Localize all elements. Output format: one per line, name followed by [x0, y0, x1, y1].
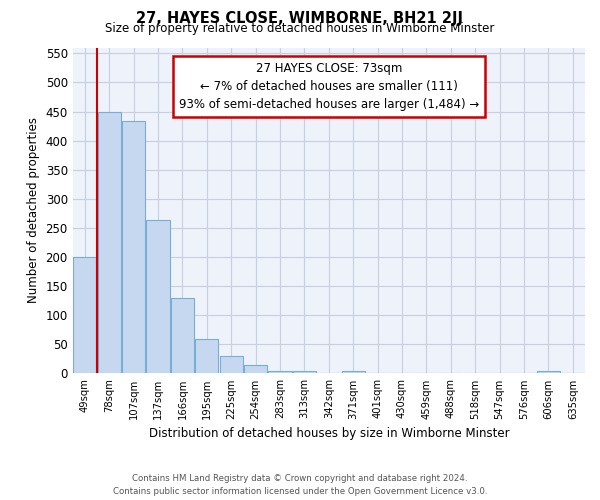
- Bar: [146, 220, 170, 374]
- Text: 27 HAYES CLOSE: 73sqm
← 7% of detached houses are smaller (111)
93% of semi-deta: 27 HAYES CLOSE: 73sqm ← 7% of detached h…: [179, 62, 479, 111]
- Text: Contains HM Land Registry data © Crown copyright and database right 2024.
Contai: Contains HM Land Registry data © Crown c…: [113, 474, 487, 496]
- Text: Size of property relative to detached houses in Wimborne Minster: Size of property relative to detached ho…: [106, 22, 494, 35]
- Bar: [73, 257, 97, 374]
- Bar: [341, 370, 365, 374]
- Bar: [244, 364, 267, 374]
- Bar: [293, 370, 316, 374]
- Y-axis label: Number of detached properties: Number of detached properties: [27, 118, 40, 304]
- Bar: [268, 370, 292, 374]
- Bar: [195, 338, 218, 374]
- Bar: [171, 298, 194, 374]
- Bar: [537, 370, 560, 374]
- Text: 27, HAYES CLOSE, WIMBORNE, BH21 2JJ: 27, HAYES CLOSE, WIMBORNE, BH21 2JJ: [137, 11, 464, 26]
- Bar: [220, 356, 243, 374]
- X-axis label: Distribution of detached houses by size in Wimborne Minster: Distribution of detached houses by size …: [149, 427, 509, 440]
- Bar: [98, 112, 121, 374]
- Bar: [122, 122, 145, 374]
